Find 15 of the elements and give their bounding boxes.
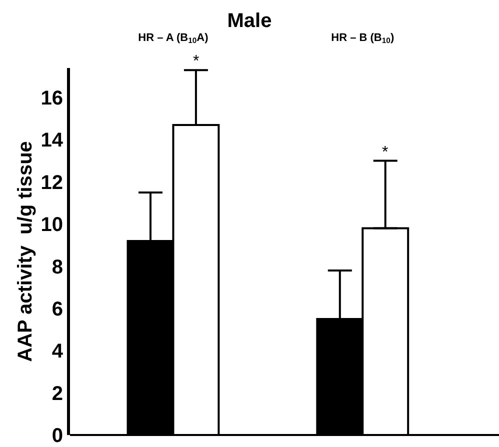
y-tick-label: 8 xyxy=(52,256,63,278)
y-tick-label: 12 xyxy=(40,172,63,194)
chart-title: Male xyxy=(227,10,272,32)
y-tick-label: 2 xyxy=(52,382,63,405)
y-tick-label: 16 xyxy=(40,88,63,110)
y-tick-label: 6 xyxy=(52,298,63,320)
x-tick-label: HR – A (B$_{10}$A) xyxy=(138,32,209,46)
x-tick-label: HR – B (B$_{10}$) xyxy=(331,32,394,46)
annotation: * xyxy=(382,144,388,161)
y-tick-label: 14 xyxy=(40,130,64,152)
y-axis-title: AAP activity u/g tissue xyxy=(14,141,36,362)
annotation: * xyxy=(193,53,200,70)
y-tick-label: 10 xyxy=(40,214,63,236)
y-tick-label: 0 xyxy=(52,425,63,447)
y-tick-label: 4 xyxy=(52,340,64,363)
